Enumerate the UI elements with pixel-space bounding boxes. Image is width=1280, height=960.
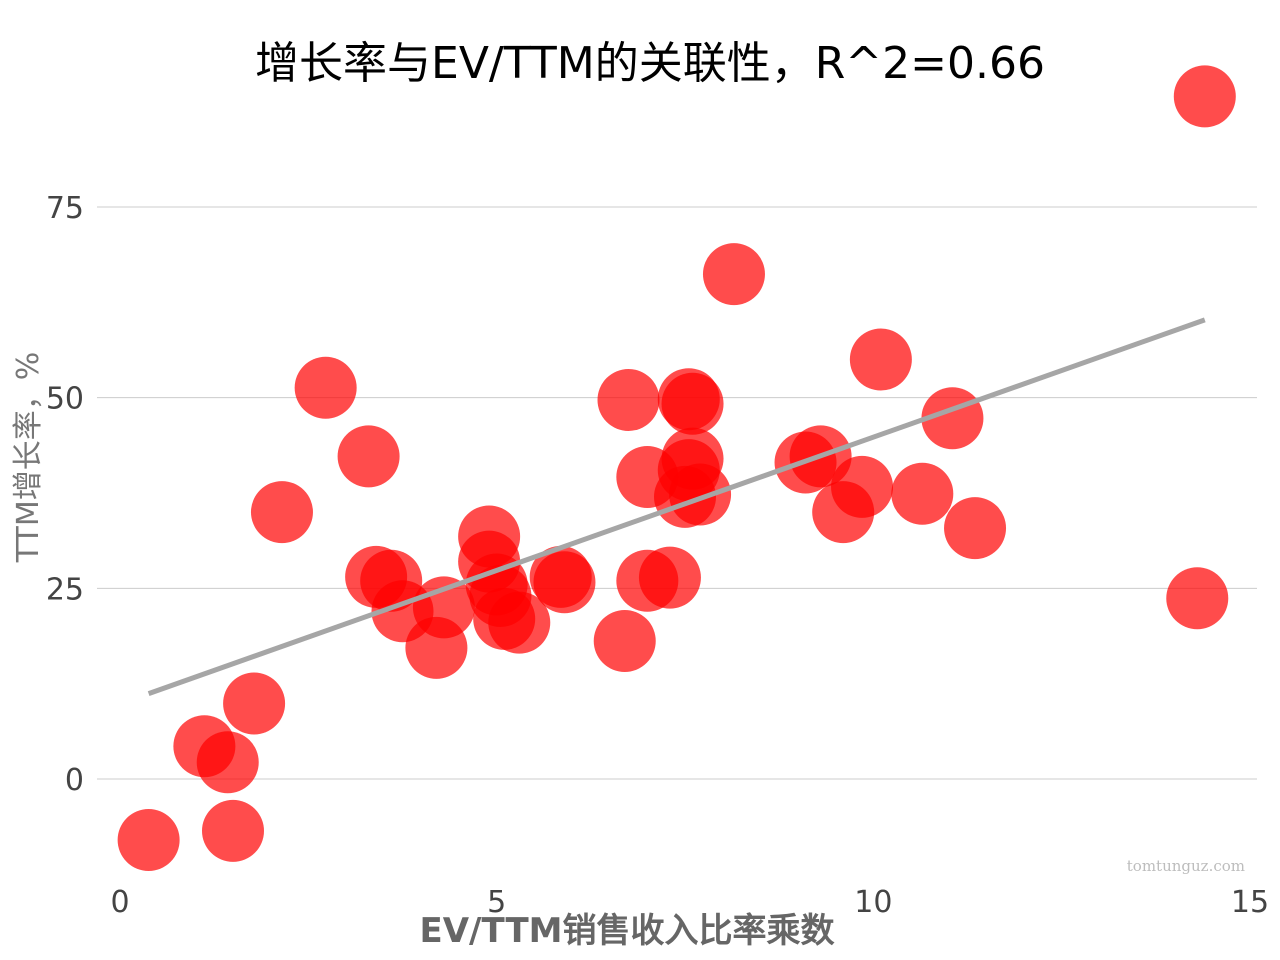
data-point: [593, 609, 656, 672]
data-point: [891, 462, 954, 525]
y-axis-ticks: 0 25 50 75: [46, 191, 84, 798]
data-point: [533, 551, 596, 614]
y-tick-label: 50: [46, 382, 84, 417]
data-point: [638, 546, 701, 609]
x-axis-title: EV/TTM销售收入比率乘数: [420, 911, 835, 951]
y-axis-title: TTM增长率，%: [11, 352, 46, 564]
trendline: [147, 317, 1206, 696]
data-point: [294, 356, 357, 419]
watermark: tomtunguz.com: [1127, 857, 1245, 875]
data-point: [597, 368, 660, 431]
trendline-group: [147, 317, 1206, 696]
x-tick-label: 0: [110, 885, 129, 920]
data-point: [831, 455, 894, 518]
x-tick-label: 10: [854, 885, 892, 920]
x-tick-label: 5: [487, 885, 506, 920]
data-point: [661, 372, 724, 435]
data-point: [669, 463, 732, 526]
data-point: [223, 672, 286, 735]
data-point: [1173, 65, 1236, 128]
data-point: [405, 616, 468, 679]
data-point: [702, 243, 765, 306]
data-point: [196, 731, 259, 794]
chart-title: 增长率与EV/TTM的关联性，R^2=0.66: [255, 38, 1045, 89]
y-tick-label: 75: [46, 191, 84, 226]
data-point: [117, 809, 180, 872]
data-point: [250, 481, 313, 544]
data-point: [1166, 567, 1229, 630]
y-tick-label: 25: [46, 572, 84, 607]
data-point: [337, 425, 400, 488]
data-point: [488, 591, 551, 654]
data-point: [944, 497, 1007, 560]
x-axis-ticks: 0 5 10 15: [110, 885, 1269, 920]
data-points: [117, 65, 1236, 872]
data-point: [202, 799, 264, 862]
x-tick-label: 15: [1231, 885, 1269, 920]
y-tick-label: 0: [65, 763, 84, 798]
data-point: [849, 328, 912, 391]
